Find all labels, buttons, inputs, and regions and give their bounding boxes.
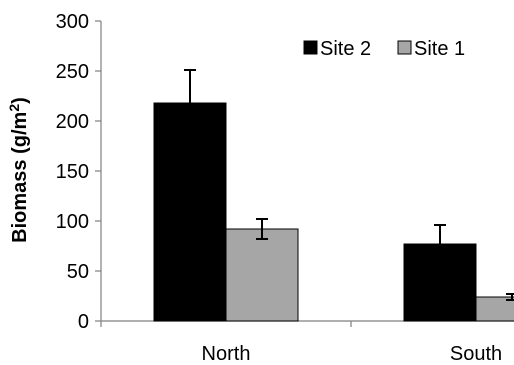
error-bar [434,224,446,264]
legend-label: Site 1 [414,38,465,60]
x-category-label: North [202,343,251,365]
y-tick-label: 150 [56,161,89,183]
legend-label: Site 2 [320,38,371,60]
legend-swatch-site-2 [303,40,318,55]
error-bar [506,293,514,301]
y-axis-label-superscript: 2 [6,104,22,112]
y-tick-label: 0 [78,311,89,333]
axes: 0 50 100 150 200 250 300 North South [56,11,514,365]
bar-site-1-north [225,228,299,322]
legend-swatch-site-1 [397,40,412,55]
y-axis-label: Biomass (g/m2) [6,97,31,243]
error-bars [184,69,514,301]
y-tick-label: 50 [67,261,89,283]
error-bar [184,69,196,137]
error-bar [256,218,268,240]
y-tick-label: 250 [56,61,89,83]
y-tick-label: 100 [56,211,89,233]
y-tick-label: 200 [56,111,89,133]
bars [153,102,514,322]
legend: Site 2 Site 1 [303,38,465,60]
y-tick-label: 300 [56,11,89,33]
bar-site-2-north [153,102,227,322]
x-category-label: South [450,343,502,365]
